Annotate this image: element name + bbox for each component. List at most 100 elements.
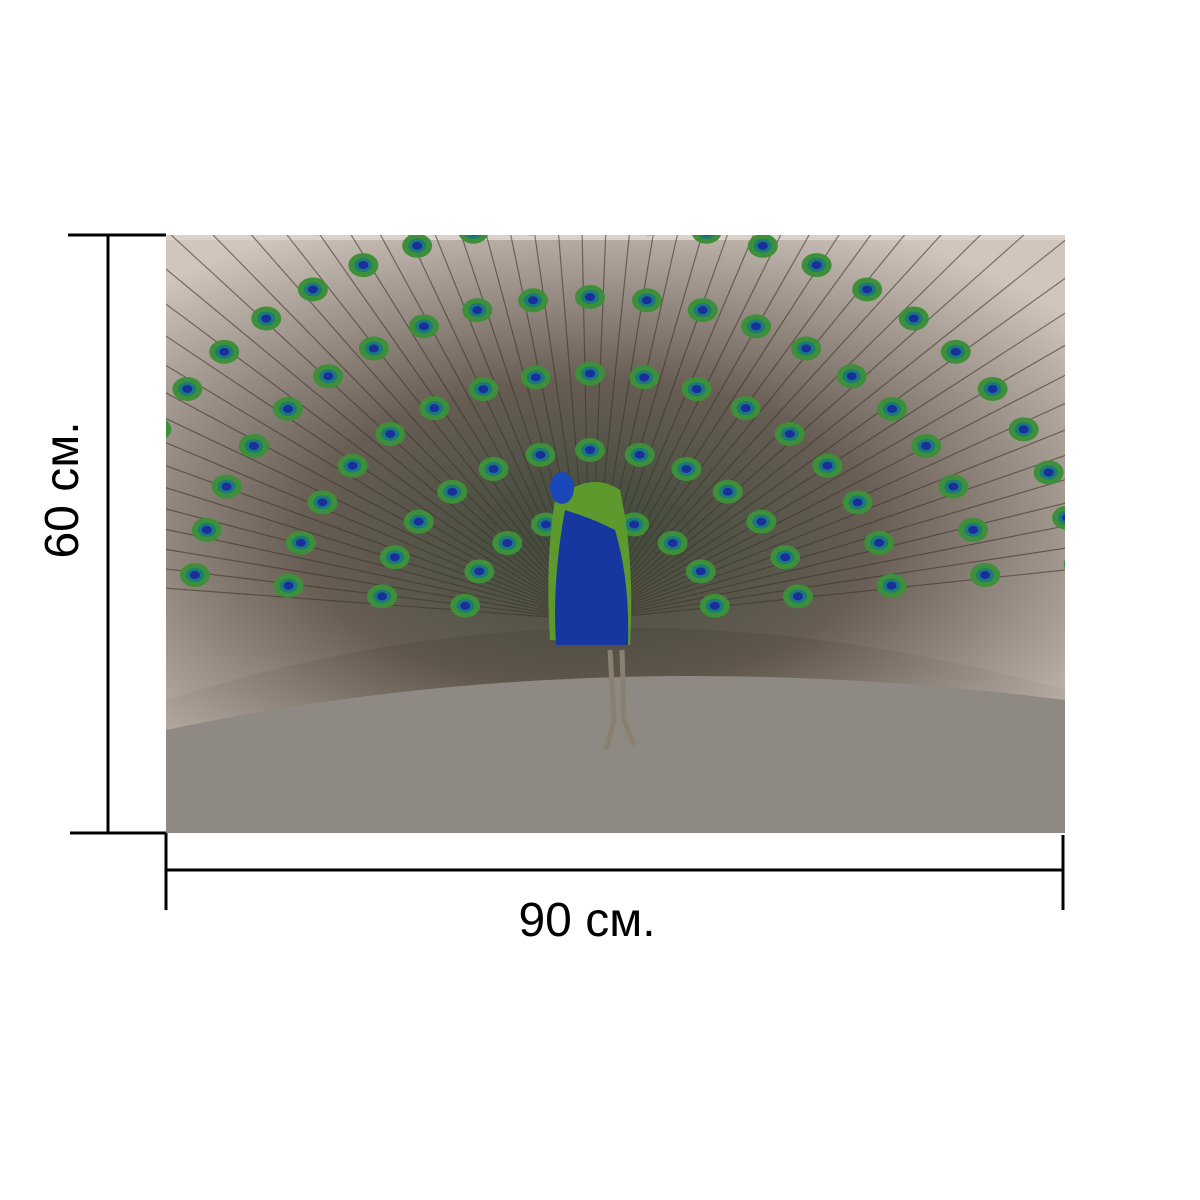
- eye-inner: [681, 464, 692, 473]
- width-label: 90 см.: [518, 894, 655, 947]
- eye-inner: [282, 404, 293, 413]
- eye-inner: [347, 461, 358, 470]
- eye-inner: [317, 498, 328, 507]
- eye-inner: [887, 404, 898, 413]
- eye-inner: [644, 219, 654, 227]
- eye-outer: [166, 420, 172, 439]
- eye-inner: [535, 450, 546, 459]
- eye-inner: [283, 581, 294, 590]
- eye-inner: [667, 539, 678, 548]
- feather-shaft: [589, 312, 1065, 621]
- eye-outer: [98, 506, 128, 530]
- eye-inner: [697, 306, 708, 315]
- eye-outer: [1063, 559, 1065, 570]
- eye-inner: [528, 296, 539, 305]
- eye-inner: [307, 285, 318, 294]
- feather-shaft: [589, 502, 1065, 621]
- eye-inner: [792, 592, 803, 601]
- feather-shaft: [286, 235, 591, 621]
- eye-inner: [1062, 514, 1065, 522]
- eye-mid: [581, 214, 599, 228]
- eye-inner: [96, 560, 106, 568]
- eye-inner: [948, 482, 959, 491]
- eye-inner: [474, 567, 485, 576]
- eye-inner: [470, 235, 477, 236]
- eye-inner: [530, 373, 541, 382]
- eye-inner: [585, 293, 595, 301]
- eye-mid: [465, 235, 482, 239]
- eye-inner: [756, 517, 767, 526]
- head: [550, 472, 574, 504]
- eye-inner: [874, 538, 885, 547]
- eye-mid: [698, 235, 715, 239]
- height-label: 60 см.: [36, 421, 89, 558]
- eye-inner: [585, 446, 595, 454]
- eye-outer: [575, 209, 605, 233]
- eye-inner: [413, 517, 424, 526]
- feather-shaft: [589, 235, 872, 621]
- eye-inner: [323, 372, 334, 381]
- eye-inner: [368, 344, 379, 353]
- feather-shaft: [589, 525, 1065, 621]
- eye-inner: [412, 241, 423, 250]
- eye-inner: [740, 404, 751, 413]
- eye-inner: [691, 385, 702, 394]
- eye-inner: [478, 385, 489, 394]
- eye-mid: [1070, 557, 1088, 571]
- eye-outer: [1052, 505, 1065, 530]
- feather-shaft: [166, 335, 591, 621]
- feather-shaft: [166, 487, 591, 621]
- eye-mid: [147, 422, 165, 436]
- eye-inner: [126, 469, 136, 477]
- feather-shaft: [589, 235, 906, 621]
- eye-inner: [801, 344, 812, 353]
- feather-shaft: [589, 235, 840, 621]
- eye-inner: [709, 601, 720, 610]
- eye-inner: [389, 553, 400, 562]
- eye-inner: [1074, 560, 1084, 568]
- eye-inner: [921, 441, 932, 450]
- eye-inner: [472, 306, 483, 315]
- eye-inner: [189, 571, 200, 580]
- eye-inner: [968, 525, 979, 534]
- eye-inner: [862, 285, 873, 294]
- eye-inner: [261, 314, 272, 323]
- body: [555, 510, 629, 645]
- feathers: [86, 209, 1088, 621]
- photo: [86, 209, 1088, 833]
- eye-inner: [429, 404, 440, 413]
- eye-inner: [886, 581, 897, 590]
- eye-inner: [221, 482, 232, 491]
- feather-shaft: [166, 528, 591, 621]
- eye-inner: [182, 384, 193, 393]
- eye-inner: [1043, 468, 1054, 477]
- feather-shaft: [589, 479, 1065, 621]
- eye-inner: [980, 571, 991, 580]
- eye-outer: [645, 235, 653, 236]
- feather-shaft: [166, 303, 591, 621]
- eye-mid: [640, 216, 658, 230]
- eye-inner: [526, 219, 536, 227]
- eye-inner: [385, 429, 396, 438]
- eye-inner: [641, 296, 652, 305]
- eye-outer: [458, 235, 488, 244]
- eye-inner: [151, 425, 161, 433]
- eye-inner: [1018, 425, 1029, 434]
- eye-outer: [86, 552, 116, 576]
- eye-inner: [822, 461, 833, 470]
- eye-inner: [987, 384, 998, 393]
- eye-outer: [116, 461, 146, 485]
- feather-shaft: [589, 344, 1065, 621]
- eye-inner: [502, 539, 513, 548]
- feather-shaft: [319, 235, 591, 621]
- eye-inner: [784, 429, 795, 438]
- eye-inner: [585, 217, 595, 225]
- legs: [603, 649, 637, 751]
- eye-inner: [852, 498, 863, 507]
- eye-mid: [522, 216, 540, 230]
- eye-inner: [219, 347, 230, 356]
- feather-shaft: [166, 364, 591, 621]
- eye-inner: [447, 487, 458, 496]
- eye-mid: [1058, 510, 1065, 525]
- eye-inner: [634, 450, 645, 459]
